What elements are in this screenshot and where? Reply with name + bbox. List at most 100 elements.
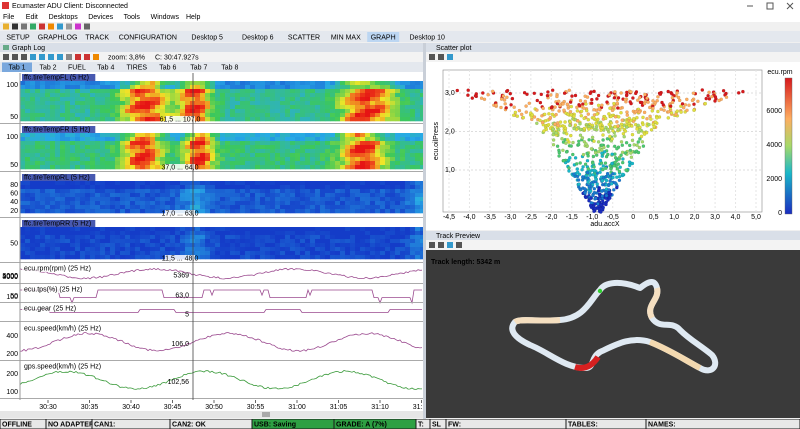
scatter-point [607, 93, 612, 97]
track-tool-button[interactable] [438, 242, 444, 248]
scatter-point [653, 100, 658, 105]
graph-tab[interactable] [2, 62, 32, 73]
toolbar-button[interactable] [66, 23, 72, 30]
graph-tab-label[interactable]: Tab 8 [221, 64, 238, 71]
menu-item[interactable]: Edit [26, 14, 38, 21]
heatmap-cell [400, 239, 406, 244]
scatter-tool-button[interactable] [429, 54, 435, 60]
heatmap-cell [235, 201, 241, 206]
maximize-button[interactable] [766, 2, 774, 10]
graph-tool-button[interactable] [48, 54, 54, 60]
status-text: NAMES: [648, 421, 676, 428]
toolbar-button[interactable] [57, 23, 63, 30]
graph-tab[interactable] [90, 62, 121, 73]
desktop-tab-label[interactable]: SETUP [6, 34, 30, 41]
menu-item[interactable]: File [3, 14, 14, 21]
desktop-tab[interactable] [35, 32, 81, 42]
graph-tab[interactable] [183, 62, 214, 73]
desktop-tab-label[interactable]: MIN MAX [331, 34, 361, 41]
heatmap-cell [420, 193, 426, 198]
graph-tab-label[interactable]: Tab 2 [39, 64, 56, 71]
desktop-tab-label[interactable]: Desktop 6 [242, 34, 274, 41]
heatmap-cell [130, 181, 136, 186]
scrollbar-thumb[interactable] [262, 412, 270, 417]
toolbar-button[interactable] [12, 23, 18, 30]
scatter-tool-button[interactable] [438, 54, 444, 60]
scatter-point [580, 136, 585, 140]
heatmap-cell [140, 105, 146, 110]
scatter-tool-button[interactable] [447, 54, 453, 60]
close-button[interactable] [786, 2, 794, 10]
menu-item[interactable]: Tools [124, 14, 141, 21]
heatmap-cell [335, 235, 341, 240]
desktop-tab[interactable] [233, 32, 283, 42]
toolbar-button[interactable] [39, 23, 45, 30]
graph-tool-button[interactable] [12, 54, 18, 60]
toolbar-button[interactable] [30, 23, 36, 30]
heatmap-cell [65, 93, 71, 98]
menu-item[interactable]: Windows [151, 14, 180, 21]
heatmap-cell [230, 105, 236, 110]
graph-tool-button[interactable] [93, 54, 99, 60]
scatter-point [611, 171, 615, 176]
graph-tool-button[interactable] [39, 54, 45, 60]
track-tool-button[interactable] [447, 242, 453, 248]
toolbar-button[interactable] [48, 23, 54, 30]
graph-tab-label[interactable]: Tab 6 [159, 64, 176, 71]
graph-tool-button[interactable] [84, 54, 90, 60]
menu-item[interactable]: Help [186, 14, 201, 21]
graph-tab[interactable] [64, 62, 90, 73]
desktop-tab-label[interactable]: GRAPHLOG [38, 34, 78, 41]
desktop-tab[interactable] [367, 32, 400, 42]
graph-tab-label[interactable]: Tab 7 [190, 64, 207, 71]
graph-tool-button[interactable] [75, 54, 81, 60]
graph-tab[interactable] [121, 62, 152, 73]
graph-tool-button[interactable] [66, 54, 72, 60]
heatmap-cell [390, 93, 396, 98]
heatmap-cell [115, 109, 121, 114]
desktop-tab-label[interactable]: CONFIGURATION [119, 34, 177, 41]
graph-tab-label[interactable]: Tab 1 [8, 64, 25, 71]
desktop-tab-label[interactable]: GRAPH [371, 34, 396, 41]
menu-item[interactable]: Desktops [49, 14, 79, 21]
heatmap-cell [130, 93, 136, 98]
heatmap-cell [215, 149, 221, 154]
heatmap-cell [375, 193, 381, 198]
heatmap-cell [220, 227, 226, 232]
graph-tab[interactable] [152, 62, 183, 73]
graph-tab-label[interactable]: TIRES [126, 64, 147, 71]
heatmap-cell [185, 193, 191, 198]
toolbar-button[interactable] [3, 23, 9, 30]
toolbar-button[interactable] [21, 23, 27, 30]
heatmap-cell [375, 137, 381, 142]
heatmap-cell [115, 255, 121, 260]
desktop-tab[interactable] [182, 32, 232, 42]
desktop-tab-label[interactable]: SCATTER [288, 34, 320, 41]
heatmap-cell [40, 81, 46, 86]
graph-tool-button[interactable] [57, 54, 63, 60]
toolbar-button[interactable] [84, 23, 90, 30]
track-tool-button[interactable] [456, 242, 462, 248]
desktop-tab-label[interactable]: Desktop 10 [409, 34, 445, 41]
graph-tab[interactable] [33, 62, 63, 73]
graph-tool-button[interactable] [21, 54, 27, 60]
menu-item[interactable]: Devices [88, 14, 113, 21]
heatmap-cell [185, 227, 191, 232]
graph-tool-button[interactable] [3, 54, 9, 60]
desktop-tab[interactable] [325, 32, 367, 42]
desktop-tab-label[interactable]: TRACK [85, 34, 109, 41]
graph-tool-button[interactable] [30, 54, 36, 60]
graph-tab-label[interactable]: FUEL [68, 64, 86, 71]
graph-tab[interactable] [214, 62, 245, 73]
desktop-tab[interactable] [400, 32, 455, 42]
desktop-tab-label[interactable]: Desktop 5 [191, 34, 223, 41]
graph-tab-label[interactable]: Tab 4 [97, 64, 114, 71]
desktop-tab[interactable] [81, 32, 114, 42]
toolbar-button[interactable] [75, 23, 81, 30]
scatter-point [592, 116, 596, 120]
track-tool-button[interactable] [429, 242, 435, 248]
channel-label-box [22, 265, 92, 272]
desktop-tab[interactable] [283, 32, 325, 42]
desktop-tab[interactable] [2, 32, 34, 42]
desktop-tab[interactable] [114, 32, 182, 42]
